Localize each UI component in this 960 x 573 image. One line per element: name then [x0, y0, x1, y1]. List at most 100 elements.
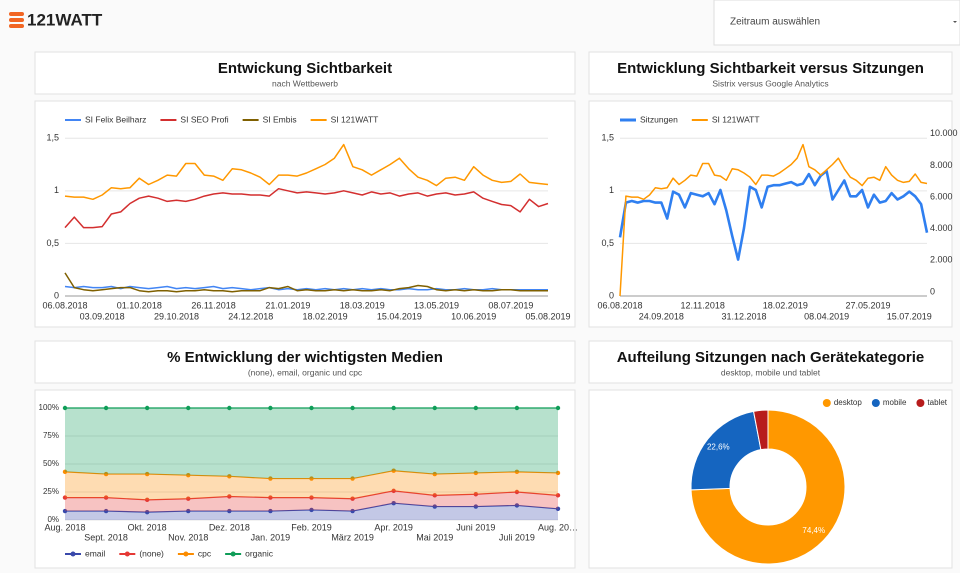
y-tick-label: 1,5	[601, 133, 614, 143]
data-point	[144, 497, 150, 503]
card	[588, 51, 953, 95]
series-line	[64, 285, 548, 291]
chart-title: Entwickung Sichtbarkeit	[218, 60, 392, 77]
y-tick-label: 0,5	[601, 238, 614, 248]
y2-tick-label: 0	[930, 286, 935, 296]
x-tick-label: 08.04.2019	[804, 311, 849, 321]
legend-label: SI SEO Profi	[180, 114, 228, 124]
y-tick-label: 0%	[47, 515, 59, 524]
data-point	[227, 494, 232, 499]
legend-label: organic	[245, 548, 274, 558]
data-point	[268, 495, 273, 500]
data-point	[309, 476, 314, 481]
data-point	[432, 504, 437, 509]
data-point	[268, 508, 273, 514]
x-tick-label: 18.03.2019	[340, 300, 385, 310]
data-point	[309, 495, 314, 500]
x-tick-label: 18.02.2019	[763, 300, 808, 310]
series-line	[618, 169, 929, 261]
data-point	[350, 496, 355, 501]
x-tick-label: Aug. 2018	[44, 522, 85, 532]
date-picker[interactable]: Zeitraum auswählen	[713, 0, 960, 46]
x-tick-label: Sept. 2018	[84, 532, 128, 542]
legend-label: desktop	[834, 398, 863, 407]
x-tick-label: 06.08.2018	[42, 300, 87, 310]
x-tick-label: Mai 2019	[416, 532, 453, 542]
date-picker-label[interactable]: Zeitraum auswählen	[730, 17, 820, 28]
chart-title: Entwicklung Sichtbarkeit versus Sitzunge…	[617, 60, 924, 77]
data-label: 22,6%	[707, 443, 730, 452]
legend-swatch	[822, 399, 831, 407]
x-tick-label: 10.06.2019	[451, 311, 496, 321]
data-point	[144, 471, 150, 477]
x-tick-label: 05.08.2019	[525, 311, 570, 321]
logo-bar	[9, 12, 24, 16]
data-point	[473, 504, 479, 509]
y2-tick-label: 8.000	[930, 160, 953, 170]
chart-subtitle: Sistrix versus Google Analytics	[712, 78, 828, 88]
area	[65, 408, 558, 479]
series-line	[64, 187, 549, 229]
series-line	[64, 143, 549, 201]
data-point	[186, 508, 191, 514]
series-line	[64, 272, 548, 293]
legend-label: tablet	[927, 398, 947, 407]
dropdown-arrow[interactable]	[953, 21, 957, 23]
legend-dot	[230, 551, 236, 557]
x-tick-label: 03.09.2018	[80, 311, 125, 321]
legend-swatch	[871, 399, 880, 407]
x-tick-label: Juni 2019	[456, 522, 495, 532]
data-point	[473, 405, 479, 411]
data-label: 74,4%	[802, 526, 825, 535]
y-tick-label: 1	[54, 185, 59, 195]
card	[34, 389, 576, 569]
card	[34, 100, 576, 328]
logo-bar	[9, 18, 24, 22]
x-tick-label: Apr. 2019	[374, 522, 413, 532]
data-point	[432, 471, 437, 477]
x-tick-label: Okt. 2018	[128, 522, 167, 532]
data-point	[473, 470, 479, 476]
chart-subtitle: desktop, mobile und tablet	[721, 367, 821, 377]
y-tick-label: 100%	[39, 403, 59, 412]
x-tick-label: 18.02.2019	[303, 311, 348, 321]
y2-tick-label: 6.000	[930, 191, 953, 201]
x-tick-label: Jan. 2019	[251, 532, 291, 542]
y-tick-label: 1,5	[46, 133, 59, 143]
data-point	[186, 496, 191, 501]
x-tick-label: 24.12.2018	[228, 311, 273, 321]
data-point	[432, 493, 437, 498]
logo: 121WATT	[9, 10, 103, 29]
data-point	[268, 405, 273, 411]
y2-tick-label: 4.000	[930, 223, 953, 233]
legend-label: (none)	[139, 548, 164, 558]
x-tick-label: 29.10.2018	[154, 311, 199, 321]
card	[588, 100, 953, 328]
donut-slice	[690, 409, 846, 565]
date-picker-box[interactable]	[713, 0, 960, 46]
x-tick-label: 24.09.2018	[639, 311, 684, 321]
x-tick-label: 15.07.2019	[887, 311, 932, 321]
legend-dot	[70, 551, 76, 557]
data-point	[62, 495, 68, 500]
x-tick-label: 26.11.2018	[191, 300, 235, 310]
chart-title: % Entwicklung der wichtigsten Medien	[167, 349, 443, 366]
y2-tick-label: 2.000	[930, 255, 953, 265]
legend-label: mobile	[883, 398, 907, 407]
data-point	[309, 507, 314, 513]
x-tick-label: 15.04.2019	[377, 311, 422, 321]
y-tick-label: 0	[609, 290, 614, 300]
x-tick-label: Nov. 2018	[168, 532, 208, 542]
legend-label: SI 121WATT	[712, 114, 760, 124]
x-tick-label: 06.08.2018	[597, 300, 642, 310]
donut-slice	[752, 409, 769, 451]
data-point	[62, 508, 68, 514]
data-point	[555, 493, 561, 498]
data-point	[350, 508, 355, 514]
legend-dot	[183, 551, 189, 557]
legend-label: Sitzungen	[640, 114, 678, 124]
legend-label: SI 121WATT	[331, 114, 379, 124]
data-point	[144, 405, 150, 411]
legend-label: SI Felix Beilharz	[85, 114, 146, 124]
data-point	[144, 509, 150, 515]
